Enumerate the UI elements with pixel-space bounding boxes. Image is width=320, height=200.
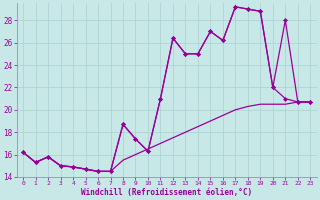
X-axis label: Windchill (Refroidissement éolien,°C): Windchill (Refroidissement éolien,°C) <box>81 188 252 197</box>
